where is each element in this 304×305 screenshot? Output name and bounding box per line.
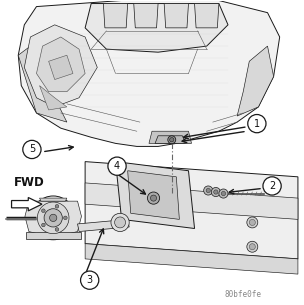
Circle shape — [37, 202, 69, 234]
Polygon shape — [25, 201, 81, 238]
Circle shape — [170, 138, 174, 142]
Polygon shape — [85, 244, 298, 274]
Polygon shape — [237, 46, 274, 116]
Text: 2: 2 — [269, 181, 275, 191]
Circle shape — [55, 204, 59, 208]
Text: 4: 4 — [114, 161, 120, 171]
Polygon shape — [40, 198, 67, 201]
Circle shape — [204, 186, 213, 195]
Circle shape — [64, 216, 67, 220]
Circle shape — [249, 244, 255, 250]
Polygon shape — [78, 219, 129, 231]
Polygon shape — [12, 198, 42, 211]
Circle shape — [115, 217, 126, 228]
Circle shape — [23, 140, 41, 159]
Text: 1: 1 — [254, 119, 260, 129]
Circle shape — [147, 192, 160, 204]
Polygon shape — [24, 25, 97, 107]
Polygon shape — [195, 4, 219, 28]
Circle shape — [249, 219, 255, 225]
Circle shape — [111, 213, 129, 231]
Polygon shape — [149, 131, 192, 143]
Circle shape — [206, 188, 210, 193]
Polygon shape — [128, 171, 179, 219]
Circle shape — [247, 217, 258, 228]
Circle shape — [168, 136, 176, 144]
Circle shape — [31, 196, 75, 240]
Circle shape — [211, 188, 220, 197]
Polygon shape — [18, 46, 67, 122]
Polygon shape — [85, 183, 298, 219]
Circle shape — [108, 157, 126, 175]
Circle shape — [248, 114, 266, 133]
Circle shape — [50, 214, 57, 221]
Polygon shape — [36, 37, 85, 92]
Circle shape — [42, 209, 45, 213]
Circle shape — [44, 209, 62, 227]
Polygon shape — [85, 162, 298, 259]
Polygon shape — [103, 4, 128, 28]
Circle shape — [55, 228, 59, 231]
Circle shape — [214, 190, 218, 194]
Polygon shape — [155, 136, 185, 143]
Circle shape — [42, 223, 45, 227]
Polygon shape — [49, 55, 73, 80]
Polygon shape — [18, 1, 280, 146]
Polygon shape — [85, 4, 228, 52]
Circle shape — [263, 177, 281, 195]
Polygon shape — [116, 162, 195, 228]
Circle shape — [247, 241, 258, 252]
Circle shape — [150, 195, 157, 201]
Text: 5: 5 — [29, 145, 35, 154]
Circle shape — [221, 192, 226, 196]
Text: 3: 3 — [87, 275, 93, 285]
Polygon shape — [134, 4, 158, 28]
Circle shape — [219, 189, 228, 198]
Polygon shape — [164, 4, 188, 28]
Text: FWD: FWD — [14, 176, 44, 189]
Polygon shape — [26, 231, 81, 239]
Circle shape — [81, 271, 99, 289]
Polygon shape — [40, 86, 67, 110]
Text: 80bfe0fe: 80bfe0fe — [225, 290, 262, 299]
